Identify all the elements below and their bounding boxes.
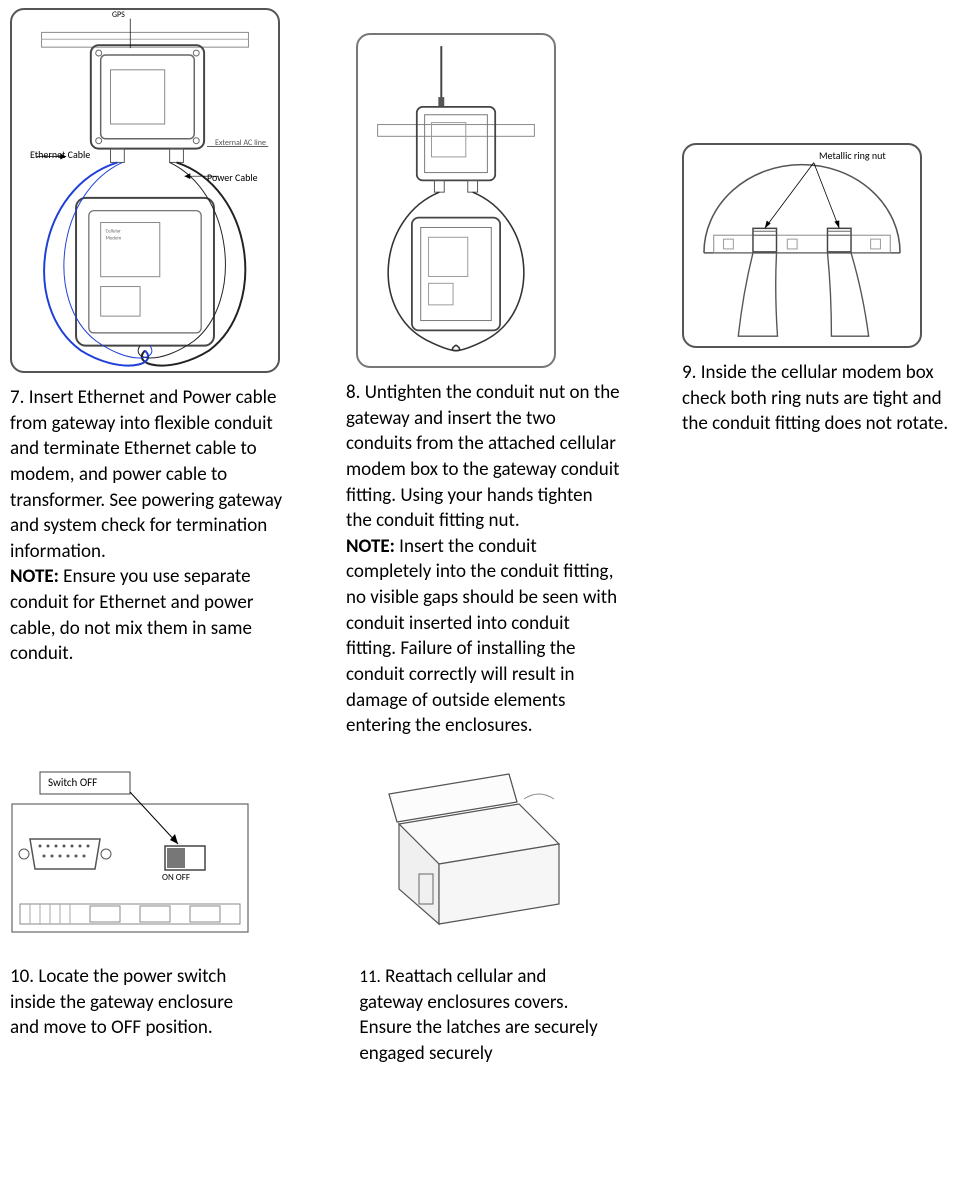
step-8-text: Untighten the conduit nut on the gateway… — [346, 381, 620, 532]
diagram-power-switch — [10, 764, 250, 934]
figure-step-11 — [359, 764, 579, 934]
caption-step-8: 8. Untighten the conduit nut on the gate… — [346, 380, 622, 739]
step-8-note-text: Insert the conduit completely into the c… — [346, 535, 617, 737]
figure-step-10: Switch OFF ON OFF — [10, 764, 250, 934]
annot-switch-off: Switch OFF — [48, 776, 97, 789]
step-10-text: Locate the power switch inside the gatew… — [10, 965, 233, 1039]
annot-acline: External AC line — [215, 138, 266, 148]
step-10-number: 10. — [10, 965, 34, 988]
step-9-number: 9. — [682, 361, 696, 384]
svg-text:Modem: Modem — [106, 235, 122, 241]
col-step-8: 8. Untighten the conduit nut on the gate… — [346, 8, 622, 739]
row-1: Cellular Modem GPS External AC line Ethe… — [10, 8, 958, 739]
caption-step-7: 7. Insert Ethernet and Power cable from … — [10, 385, 286, 667]
col-step-10: Switch OFF ON OFF 10. Locate the power s… — [10, 764, 259, 1067]
col-step-9: Metallic ring nut 9. Inside the cellular… — [682, 8, 958, 739]
figure-step-7: Cellular Modem GPS External AC line Ethe… — [10, 8, 280, 373]
figure-step-9: Metallic ring nut — [682, 143, 922, 348]
step-8-note-label: NOTE: — [346, 535, 395, 558]
step-9-text: Inside the cellular modem box check both… — [682, 361, 948, 435]
col-empty — [709, 764, 958, 1067]
step-7-number: 7. — [10, 386, 24, 409]
diagram-conduit-insert — [358, 35, 554, 366]
caption-step-10: 10. Locate the power switch inside the g… — [10, 964, 259, 1041]
annot-metallic-ring-nut: Metallic ring nut — [819, 149, 886, 162]
step-11-number: 11. — [359, 966, 381, 987]
step-8-number: 8. — [346, 381, 360, 404]
annot-ethernet-cable: Ethernet Cable — [30, 148, 90, 161]
step-7-text: Insert Ethernet and Power cable from gat… — [10, 386, 282, 563]
step-7-note-label: NOTE: — [10, 565, 59, 588]
caption-step-9: 9. Inside the cellular modem box check b… — [682, 360, 952, 437]
annot-power-cable: Power Cable — [207, 171, 258, 184]
diagram-gateway-cables: Cellular Modem — [12, 10, 278, 371]
svg-text:Cellular: Cellular — [106, 228, 121, 234]
figure-step-8 — [356, 33, 556, 368]
caption-step-11: 11. Reattach cellular and gateway enclos… — [359, 964, 608, 1067]
diagram-ring-nuts — [684, 145, 920, 346]
col-step-7: Cellular Modem GPS External AC line Ethe… — [10, 8, 286, 739]
diagram-reattach-cover — [359, 764, 579, 934]
annot-on-off: ON OFF — [162, 872, 190, 883]
row-2: Switch OFF ON OFF 10. Locate the power s… — [10, 764, 958, 1067]
step-11-text: Reattach cellular and gateway enclosures… — [359, 965, 597, 1065]
col-step-11: 11. Reattach cellular and gateway enclos… — [359, 764, 608, 1067]
annot-gps: GPS — [112, 10, 125, 20]
